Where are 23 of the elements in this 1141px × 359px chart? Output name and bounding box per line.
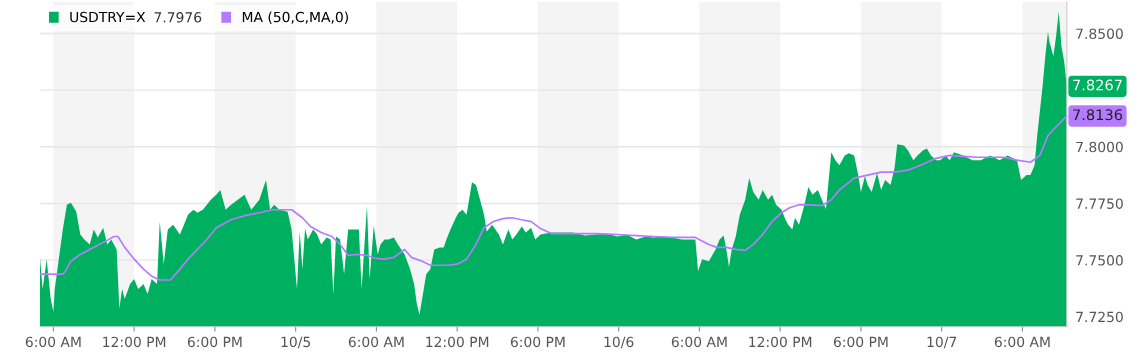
x-tick-label: 10/7 bbox=[927, 336, 957, 349]
x-tick-label: 12:00 PM bbox=[426, 336, 489, 348]
x-tick-label: 12:00 PM bbox=[749, 336, 812, 348]
y-tick-label: 7.7250 bbox=[1076, 311, 1123, 323]
x-tick-label: 10/5 bbox=[281, 336, 311, 349]
legend-label: MA (50,C,MA,0) bbox=[242, 11, 348, 24]
annotation: 7.8267 bbox=[1073, 79, 1122, 91]
legend-label: USDTRY=X bbox=[70, 11, 146, 23]
x-tick-label: 6:00 PM bbox=[187, 336, 242, 348]
x-tick-label: 6:00 AM bbox=[994, 336, 1050, 348]
x-tick-label: 6:00 AM bbox=[348, 336, 404, 348]
x-tick-label: 6:00 AM bbox=[671, 336, 727, 348]
y-tick-label: 7.7750 bbox=[1076, 198, 1123, 209]
y-tick-label: 7.7500 bbox=[1076, 255, 1123, 266]
x-tick-label: 10/6 bbox=[604, 336, 634, 349]
x-tick-label: 6:00 PM bbox=[833, 336, 888, 348]
annotation: 7.7976 bbox=[154, 12, 202, 23]
x-tick-label: 6:00 AM bbox=[25, 336, 81, 348]
y-tick-label: 7.8500 bbox=[1076, 28, 1123, 39]
x-tick-label: 6:00 PM bbox=[510, 336, 565, 348]
y-tick-label: 7.8000 bbox=[1076, 141, 1123, 153]
annotation: 7.8136 bbox=[1073, 109, 1123, 121]
x-tick-label: 12:00 PM bbox=[103, 336, 166, 348]
